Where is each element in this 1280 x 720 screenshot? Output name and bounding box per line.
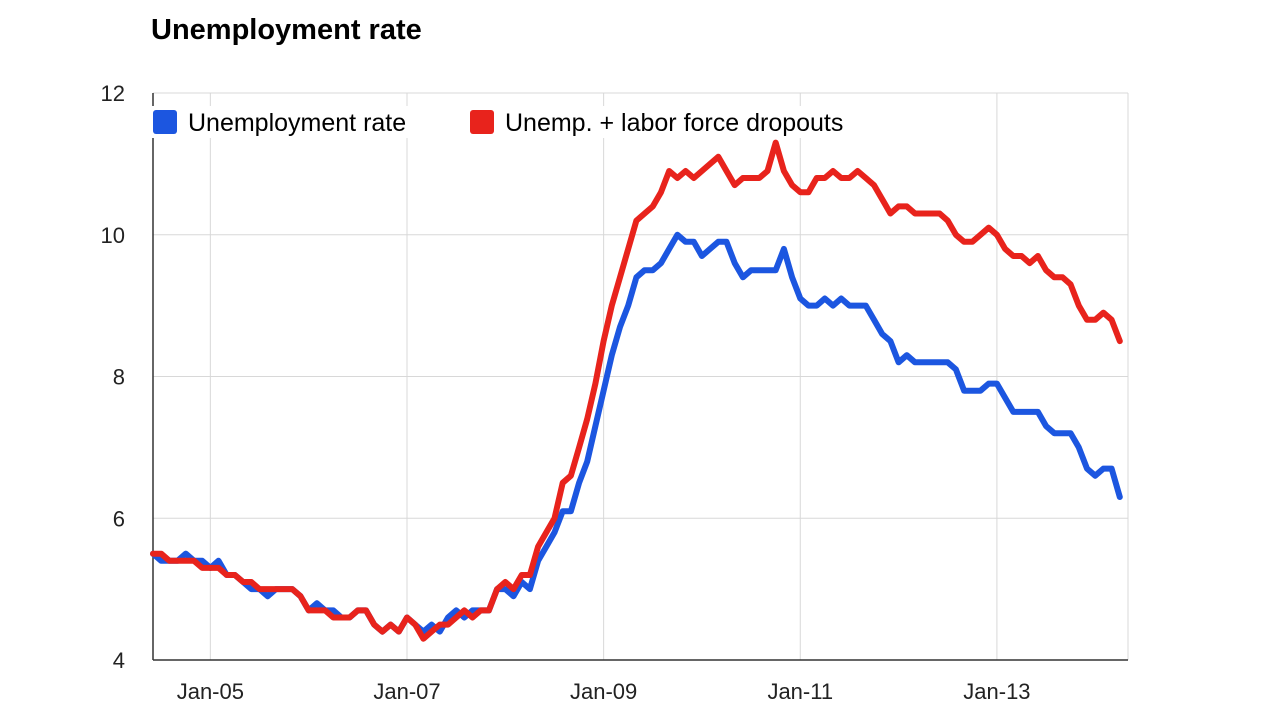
- axes: 4 6 8 10 12 Jan-05 Jan-07 Jan-09 Jan-11 Jan-13: [101, 81, 1128, 704]
- x-tick-label: Jan-07: [373, 679, 440, 704]
- legend-label: Unemp. + labor force dropouts: [505, 109, 843, 137]
- legend-background: [150, 106, 885, 138]
- y-tick-label: 4: [113, 648, 125, 673]
- y-tick-label: 10: [101, 223, 125, 248]
- chart-title: Unemployment rate: [151, 14, 422, 46]
- y-tick-label: 12: [101, 81, 125, 106]
- x-tick-label: Jan-09: [570, 679, 637, 704]
- series-line-unemployment-rate: [150, 231, 1123, 635]
- y-tick-label: 6: [113, 506, 125, 531]
- legend-swatch: [470, 110, 494, 134]
- legend: Unemployment rate Unemp. + labor force dr…: [150, 106, 885, 138]
- x-tick-label: Jan-11: [767, 679, 833, 704]
- x-tick-label: Jan-05: [177, 679, 244, 704]
- x-tick-label: Jan-13: [963, 679, 1030, 704]
- legend-swatch: [153, 110, 177, 134]
- gridlines: [153, 92, 1129, 660]
- legend-label: Unemployment rate: [188, 109, 406, 137]
- series-line-unemp-plus-dropouts: [150, 139, 1123, 642]
- series-layer: [150, 139, 1123, 642]
- y-tick-label: 8: [113, 365, 125, 390]
